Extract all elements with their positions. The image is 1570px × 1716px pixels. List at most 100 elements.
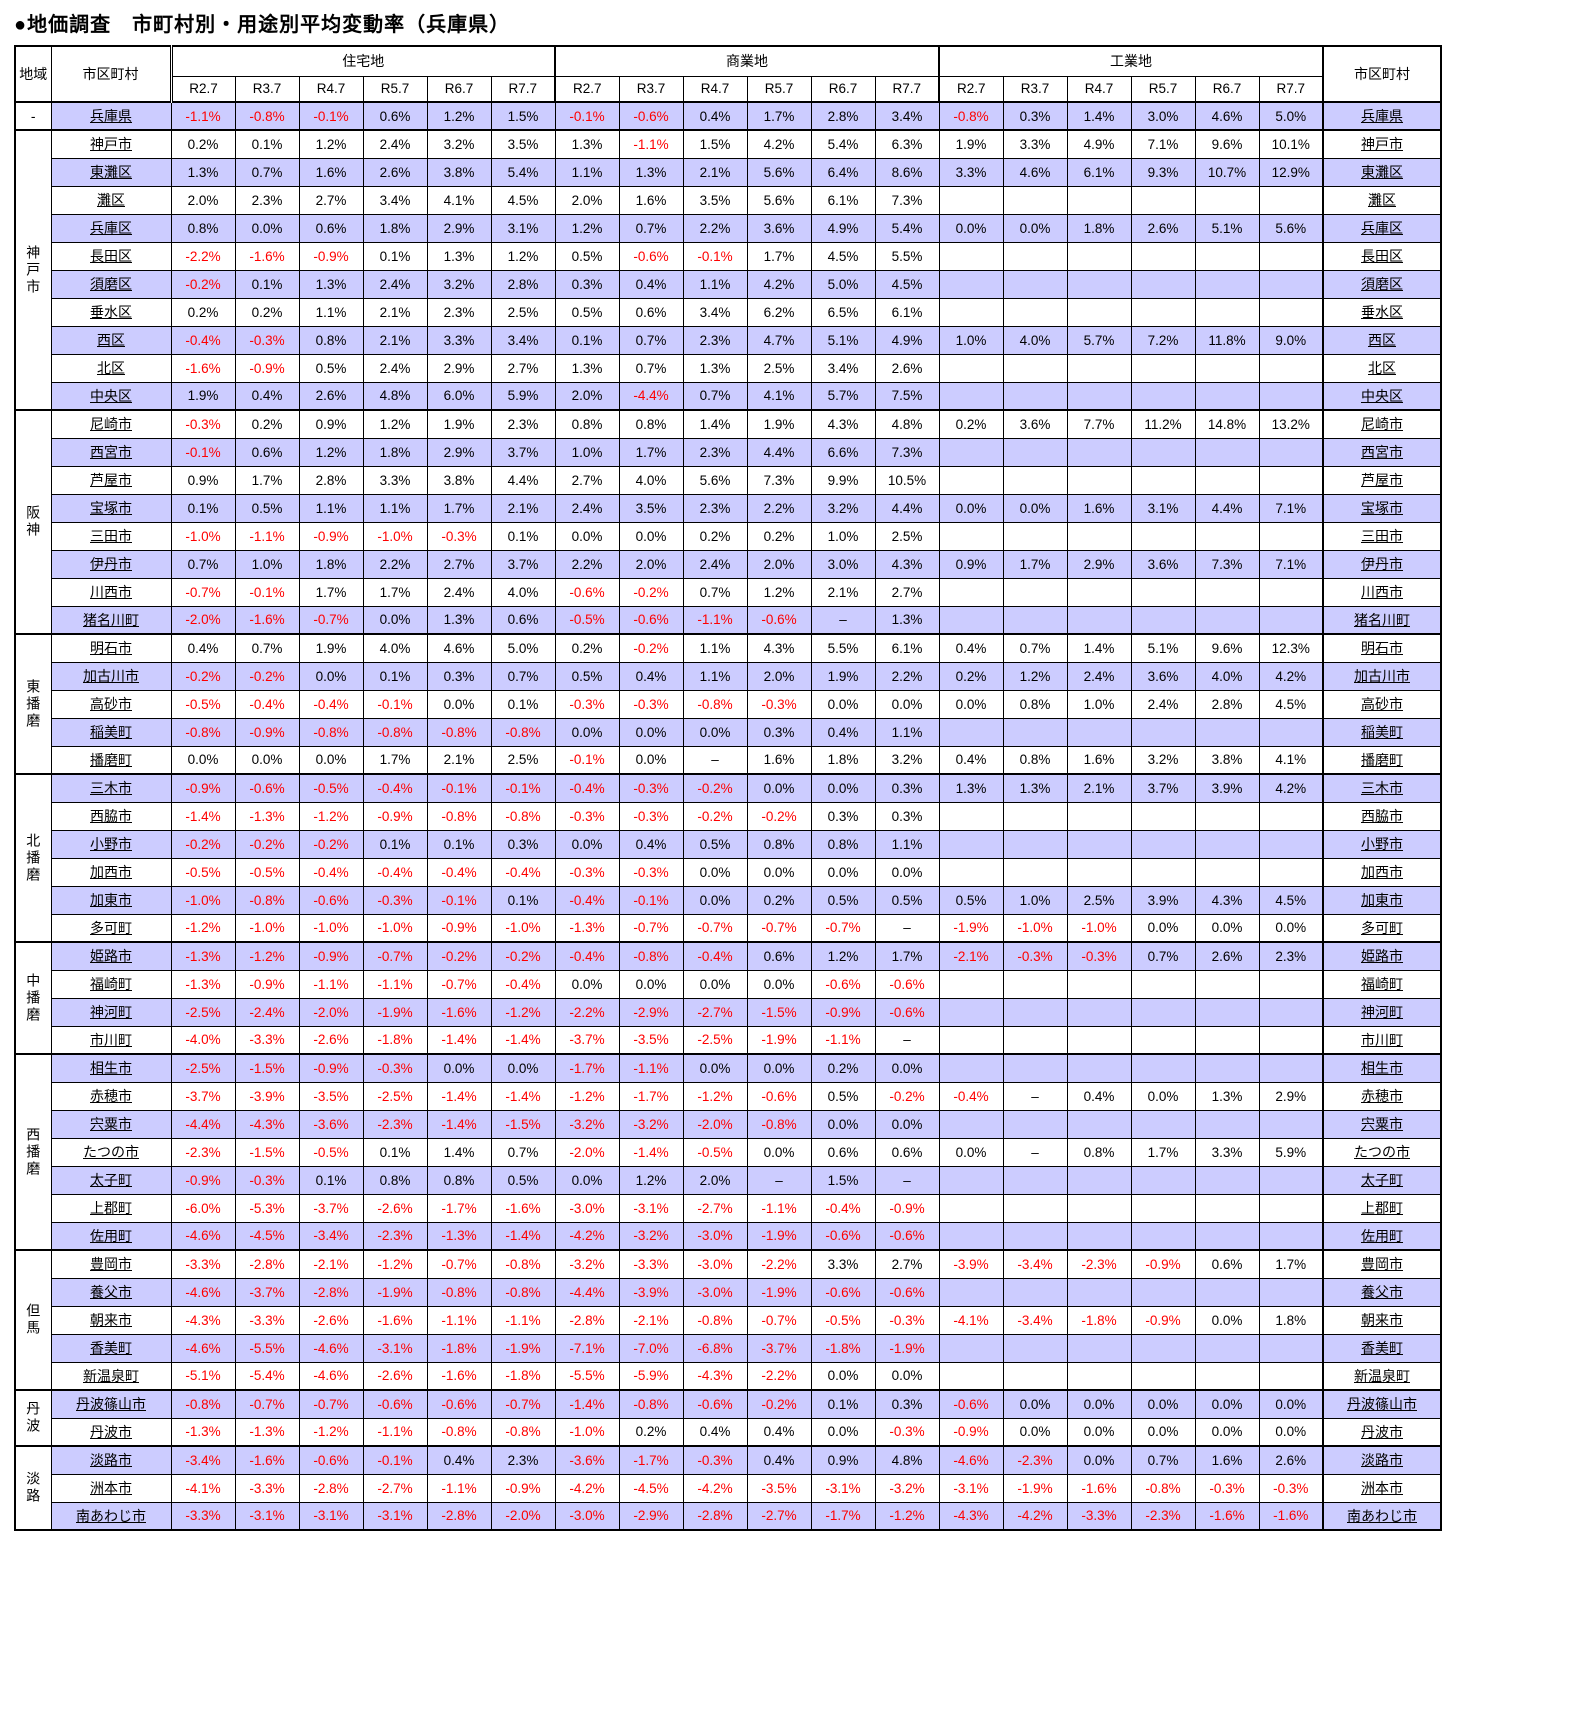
region-label: 中播磨 xyxy=(14,941,52,1055)
value-cell: 0.0% xyxy=(554,521,620,551)
value-cell: 1.5% xyxy=(810,1165,876,1195)
value-cell: -0.3% xyxy=(682,1445,748,1475)
municipality-cell-right: 上郡町 xyxy=(1322,1193,1442,1223)
value-cell: 2.3% xyxy=(1258,941,1324,971)
value-cell: -0.9% xyxy=(298,941,364,971)
value-cell: 1.4% xyxy=(1066,101,1132,131)
value-cell: -3.2% xyxy=(554,1249,620,1279)
municipality-cell-right: 兵庫区 xyxy=(1322,213,1442,243)
value-cell: 4.3% xyxy=(1194,885,1260,915)
value-cell xyxy=(1130,1361,1196,1391)
value-cell: -1.4% xyxy=(426,1081,492,1111)
value-cell: 0.5% xyxy=(554,241,620,271)
value-cell: 0.6% xyxy=(810,1137,876,1167)
municipality-cell: 北区 xyxy=(50,353,172,383)
value-cell: -0.8% xyxy=(426,801,492,831)
value-cell xyxy=(938,969,1004,999)
value-cell: 0.0% xyxy=(874,1053,940,1083)
value-cell: 0.6% xyxy=(746,941,812,971)
value-cell: 7.1% xyxy=(1258,493,1324,523)
value-cell: 1.1% xyxy=(682,269,748,299)
value-cell: 0.0% xyxy=(810,857,876,887)
value-cell: -0.9% xyxy=(1130,1249,1196,1279)
value-cell: 3.1% xyxy=(490,213,556,243)
value-cell: 0.2% xyxy=(234,409,300,439)
value-cell: 0.3% xyxy=(874,801,940,831)
value-cell: 1.3% xyxy=(938,773,1004,803)
header-period: R4.7 xyxy=(1066,75,1132,103)
value-cell: 0.0% xyxy=(746,773,812,803)
value-cell: -1.9% xyxy=(362,997,428,1027)
value-cell: 6.4% xyxy=(810,157,876,187)
value-cell: 5.6% xyxy=(682,465,748,495)
value-cell: 0.4% xyxy=(682,101,748,131)
value-cell: 0.1% xyxy=(810,1389,876,1419)
value-cell: 2.5% xyxy=(874,521,940,551)
value-cell: 1.7% xyxy=(1002,549,1068,579)
municipality-cell: 西宮市 xyxy=(50,437,172,467)
value-cell: 0.8% xyxy=(1002,745,1068,775)
value-cell: -1.1% xyxy=(234,521,300,551)
value-cell: 0.2% xyxy=(938,409,1004,439)
municipality-cell: 朝来市 xyxy=(50,1305,172,1335)
value-cell: 2.2% xyxy=(682,213,748,243)
value-cell: -2.6% xyxy=(362,1193,428,1223)
value-cell: 9.3% xyxy=(1130,157,1196,187)
municipality-cell: 中央区 xyxy=(50,381,172,411)
value-cell: -0.6% xyxy=(746,605,812,635)
municipality-cell-right: 北区 xyxy=(1322,353,1442,383)
value-cell xyxy=(1130,1193,1196,1223)
value-cell: -0.4% xyxy=(554,885,620,915)
value-cell xyxy=(1130,521,1196,551)
value-cell: 1.0% xyxy=(810,521,876,551)
value-cell xyxy=(1002,577,1068,607)
value-cell: -0.8% xyxy=(618,941,684,971)
value-cell: 0.1% xyxy=(362,661,428,691)
municipality-cell: 長田区 xyxy=(50,241,172,271)
value-cell: 0.0% xyxy=(938,689,1004,719)
value-cell: 1.6% xyxy=(618,185,684,215)
value-cell: 0.0% xyxy=(1258,1417,1324,1447)
value-cell: -1.3% xyxy=(170,941,236,971)
value-cell: -1.9% xyxy=(490,1333,556,1363)
value-cell: -0.6% xyxy=(298,1445,364,1475)
value-cell: -1.6% xyxy=(234,241,300,271)
value-cell: -2.5% xyxy=(682,1025,748,1055)
value-cell: 7.5% xyxy=(874,381,940,411)
value-cell: -4.6% xyxy=(298,1361,364,1391)
value-cell xyxy=(1066,1165,1132,1195)
value-cell: -0.7% xyxy=(682,913,748,943)
value-cell: 0.4% xyxy=(810,717,876,747)
value-cell: -1.0% xyxy=(362,521,428,551)
table-row: 洲本市 -4.1% -3.3% -2.8% -2.7% -1.1% -0.9% -4.2% -4… xyxy=(15,1473,1442,1503)
value-cell: -0.9% xyxy=(490,1473,556,1503)
value-cell: 2.9% xyxy=(426,213,492,243)
value-cell xyxy=(1066,1221,1132,1251)
value-cell xyxy=(1066,1193,1132,1223)
value-cell: -1.2% xyxy=(554,1081,620,1111)
value-cell: -0.8% xyxy=(682,689,748,719)
value-cell xyxy=(1066,1333,1132,1363)
value-cell: -0.9% xyxy=(234,353,300,383)
value-cell: -3.6% xyxy=(554,1445,620,1475)
value-cell: 5.0% xyxy=(1258,101,1324,131)
value-cell: -0.3% xyxy=(874,1305,940,1335)
value-cell: 1.3% xyxy=(298,269,364,299)
value-cell: -0.3% xyxy=(1258,1473,1324,1503)
value-cell: -1.2% xyxy=(170,913,236,943)
value-cell: -3.7% xyxy=(298,1193,364,1223)
value-cell xyxy=(938,1053,1004,1083)
value-cell: 2.9% xyxy=(426,353,492,383)
value-cell: -0.2% xyxy=(234,661,300,691)
value-cell: 0.5% xyxy=(234,493,300,523)
value-cell xyxy=(1002,297,1068,327)
value-cell xyxy=(1066,521,1132,551)
value-cell: -2.0% xyxy=(554,1137,620,1167)
value-cell: 0.9% xyxy=(170,465,236,495)
value-cell xyxy=(1002,997,1068,1027)
value-cell: -1.3% xyxy=(554,913,620,943)
value-cell: -1.1% xyxy=(618,129,684,159)
value-cell: -4.6% xyxy=(298,1333,364,1363)
value-cell: -2.5% xyxy=(170,1053,236,1083)
value-cell xyxy=(1194,297,1260,327)
